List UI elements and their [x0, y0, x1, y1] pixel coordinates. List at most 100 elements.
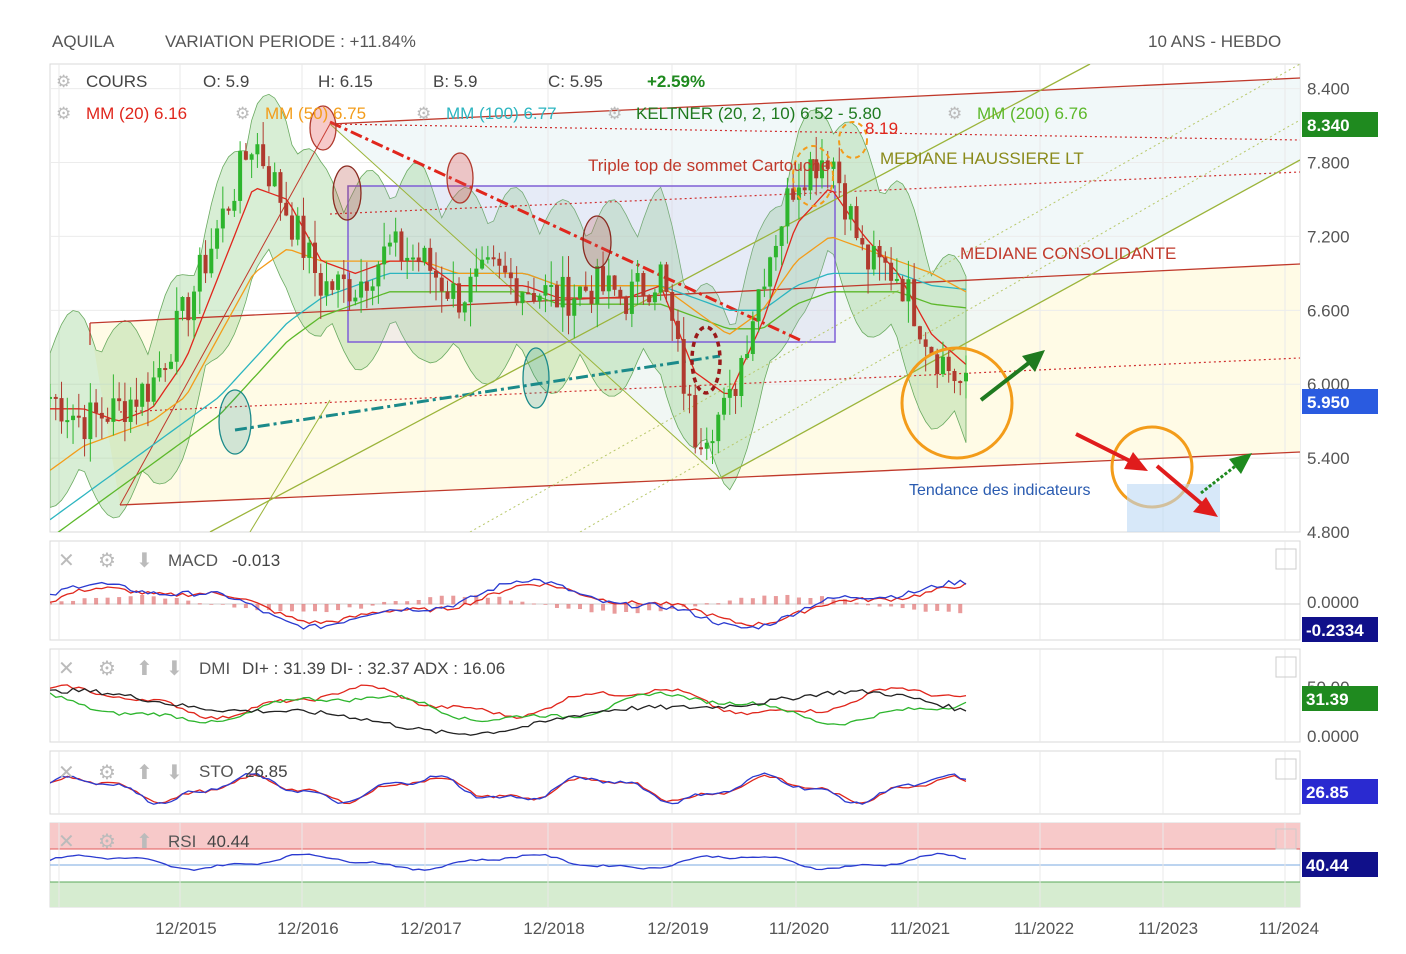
candle-body	[698, 447, 703, 450]
macd-hist-bar	[71, 600, 76, 605]
candle-body	[808, 159, 813, 191]
mm20-legend[interactable]: MM (20) 6.16	[86, 104, 187, 123]
macd-hist-bar	[819, 596, 824, 605]
candle-body	[745, 354, 750, 358]
mm50-legend[interactable]: MM (50) 6.75	[265, 104, 366, 123]
candle-body	[889, 262, 894, 281]
arrow-down-icon[interactable]: ⬇	[136, 550, 153, 572]
close-icon[interactable]: ✕	[58, 831, 75, 853]
upper-channel-line	[89, 263, 1300, 324]
x-tick-label: 11/2020	[769, 919, 829, 938]
close-icon[interactable]: ✕	[58, 658, 75, 680]
macd-hist-bar	[739, 597, 744, 605]
gear-icon[interactable]: ⚙	[607, 104, 622, 123]
close-icon[interactable]: ✕	[58, 550, 75, 572]
gear-icon[interactable]: ⚙	[98, 658, 116, 680]
gear-icon[interactable]: ⚙	[56, 72, 71, 91]
triple-top-line	[329, 120, 801, 342]
macd-hist-bar	[266, 604, 271, 611]
candle-body	[359, 281, 364, 298]
macd-hist-bar	[808, 597, 813, 605]
rsi-panel[interactable]: ✕ ⚙ ⬆ RSI 40.44 40.44	[49, 822, 1378, 908]
period-variation: VARIATION PERIODE : +11.84%	[165, 32, 416, 51]
x-tick-label: 12/2017	[400, 919, 461, 938]
macd-hist-bar	[531, 603, 536, 605]
arrow-up-icon[interactable]: ⬆	[136, 658, 153, 680]
period-selector[interactable]: 10 ANS - HEBDO	[1148, 32, 1282, 51]
macd-hist-bar	[313, 604, 318, 612]
candle-body	[923, 339, 928, 347]
trend-indicators-label: Tendance des indicateurs	[909, 482, 1090, 499]
current-zone-circle	[900, 346, 1014, 460]
mm100-legend[interactable]: MM (100) 6.77	[446, 104, 557, 123]
maximize-icon[interactable]	[1275, 656, 1297, 678]
arrows	[979, 350, 1252, 517]
maximize-icon[interactable]	[1275, 548, 1297, 570]
gear-icon[interactable]: ⚙	[98, 831, 116, 853]
di-plus-line	[50, 691, 967, 726]
macd-hist-bar	[485, 597, 490, 605]
macd-line	[50, 578, 967, 630]
candle-body	[785, 188, 790, 227]
down-arrow-red-1	[1075, 432, 1133, 464]
macd-hist-bar	[336, 604, 341, 611]
candle-body	[964, 372, 968, 382]
x-tick-label: 11/2022	[1014, 919, 1074, 938]
gear-icon[interactable]: ⚙	[56, 104, 71, 123]
gear-icon[interactable]: ⚙	[98, 550, 116, 572]
candle-body	[825, 160, 830, 169]
candle-body	[111, 398, 116, 422]
trend-lines	[89, 64, 1300, 532]
keltner-legend[interactable]: KELTNER (20, 2, 10) 6.52 - 5.80	[636, 104, 881, 123]
low-value: B: 5.9	[433, 72, 477, 91]
macd-hist-bar	[232, 604, 237, 608]
price-tick-label: 6.600	[1307, 301, 1350, 320]
dmi-panel[interactable]: ✕ ⚙ ⬆ ⬇ DMI DI+ : 31.39 DI- : 32.37 ADX …	[49, 648, 1378, 746]
arrow-up-icon[interactable]: ⬆	[136, 762, 153, 784]
gear-icon[interactable]: ⚙	[235, 104, 250, 123]
candle-body	[232, 200, 237, 211]
gear-icon[interactable]: ⚙	[98, 762, 116, 784]
macd-hist-bar	[796, 597, 801, 605]
peak-marker-2	[838, 121, 868, 159]
macd-hist-bar	[117, 597, 122, 605]
median-up-label: MEDIANE HAUSSIERE LT	[880, 149, 1084, 168]
candle-body	[601, 266, 606, 292]
macd-hist-bar	[704, 603, 709, 605]
macd-hist-bar	[693, 604, 698, 607]
arrow-down-icon[interactable]: ⬇	[166, 658, 183, 680]
maximize-icon[interactable]	[1275, 758, 1297, 780]
peak-marker-1	[792, 145, 834, 207]
macd-panel[interactable]: ✕ ⚙ ⬇ MACD -0.013 0.0000 -0.2334	[48, 540, 1378, 642]
macd-value: -0.013	[232, 551, 280, 570]
arrow-up-icon[interactable]: ⬆	[136, 831, 153, 853]
candle-body	[203, 254, 208, 274]
macd-hist-bar	[946, 604, 951, 612]
candle-body	[831, 161, 836, 169]
candle-body	[566, 276, 571, 316]
down-arrow-red-2	[1155, 464, 1205, 507]
maximize-icon[interactable]	[1275, 828, 1297, 850]
macd-hist-bar	[508, 600, 513, 605]
top-marker-4	[582, 215, 612, 269]
close-icon[interactable]: ✕	[58, 762, 75, 784]
candle-body	[773, 245, 778, 258]
macd-hist-bar	[785, 594, 790, 605]
price-panel[interactable]: Triple top de sommet Cartouche MEDIANE H…	[48, 63, 1378, 542]
candle-body	[491, 257, 496, 260]
gear-icon[interactable]: ⚙	[416, 104, 431, 123]
dotted-resistance	[329, 123, 1300, 141]
candle-body	[624, 297, 629, 314]
candle-body	[399, 231, 404, 261]
candle-body	[307, 242, 312, 258]
candle-body	[670, 292, 675, 321]
mm200-legend[interactable]: MM (200) 6.76	[977, 104, 1088, 123]
candle-body	[871, 245, 876, 270]
macd-hist-bar	[197, 603, 202, 605]
candle-body	[935, 354, 940, 375]
up-arrow-green-dotted	[1200, 462, 1239, 495]
candle-body	[151, 377, 156, 402]
gear-icon[interactable]: ⚙	[947, 104, 962, 123]
arrow-down-icon[interactable]: ⬇	[166, 762, 183, 784]
sto-panel[interactable]: ✕ ⚙ ⬆ ⬇ STO 26.85 26.85	[49, 750, 1378, 815]
